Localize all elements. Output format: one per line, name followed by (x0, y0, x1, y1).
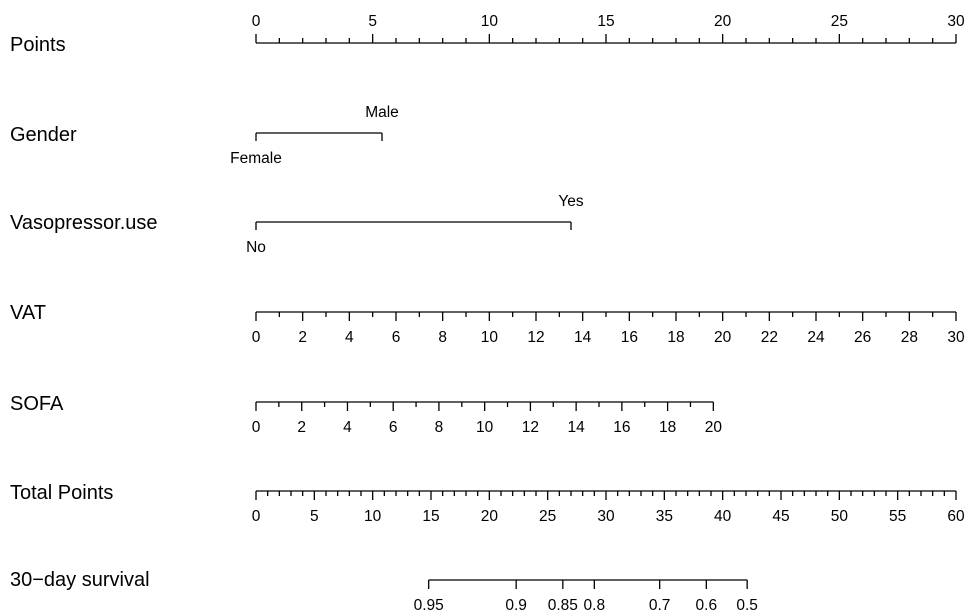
vat-tick-label: 12 (527, 329, 544, 346)
row-label-vasopressor: Vasopressor.use (10, 212, 158, 234)
sofa-tick-label: 8 (435, 419, 444, 436)
total-points-tick-label: 10 (364, 508, 382, 525)
sofa-tick-label: 10 (476, 419, 494, 436)
total-points-tick-label: 40 (714, 508, 732, 525)
sofa-tick-label: 0 (252, 419, 261, 436)
points-tick-label: 25 (831, 13, 848, 30)
gender-level-label: Male (365, 104, 399, 121)
vasopressor-level-label: Yes (558, 193, 584, 210)
sofa-tick-label: 14 (568, 419, 586, 436)
sofa-tick-label: 6 (389, 419, 398, 436)
survival-tick-label: 0.85 (548, 597, 578, 614)
total-points-tick-label: 20 (481, 508, 499, 525)
survival-tick-label: 0.5 (736, 597, 758, 614)
row-total-points: Total Points 0 5 10 15 20 25 30 35 40 45 50 55 60 (10, 482, 965, 525)
sofa-tick-label: 2 (297, 419, 306, 436)
row-survival: 30−day survival 0.95 0.9 0.85 0.8 0.7 0.6 0.5 (10, 569, 758, 614)
row-label-total-points: Total Points (10, 482, 113, 504)
row-label-vat: VAT (10, 302, 46, 324)
vat-tick-label: 4 (345, 329, 354, 346)
survival-tick-label: 0.6 (696, 597, 718, 614)
sofa-tick-label: 12 (522, 419, 539, 436)
total-points-tick-label: 35 (656, 508, 673, 525)
row-sofa: SOFA 0 2 4 6 8 10 12 14 16 18 20 (10, 393, 722, 436)
vat-tick-label: 28 (901, 329, 918, 346)
row-label-points: Points (10, 34, 66, 56)
survival-tick-label: 0.8 (584, 597, 606, 614)
vat-tick-label: 20 (714, 329, 732, 346)
survival-tick-label: 0.7 (649, 597, 671, 614)
points-tick-label: 15 (597, 13, 614, 30)
survival-tick-label: 0.9 (505, 597, 527, 614)
total-points-tick-label: 55 (889, 508, 906, 525)
total-points-tick-label: 60 (947, 508, 965, 525)
row-points: Points 0 5 10 15 20 25 30 (10, 13, 965, 56)
points-tick-label: 5 (368, 13, 377, 30)
row-vat: VAT 0 2 4 6 8 10 12 14 16 18 20 22 24 26 28 30 (10, 302, 965, 346)
vat-tick-label: 16 (621, 329, 638, 346)
points-tick-label: 0 (252, 13, 261, 30)
survival-tick-label: 0.95 (414, 597, 444, 614)
vat-tick-label: 10 (481, 329, 499, 346)
vat-tick-label: 24 (807, 329, 825, 346)
total-points-tick-label: 30 (597, 508, 615, 525)
vat-tick-label: 30 (947, 329, 965, 346)
row-vasopressor: Vasopressor.use No Yes (10, 193, 584, 256)
vat-tick-label: 2 (298, 329, 307, 346)
total-points-tick-label: 5 (310, 508, 319, 525)
points-tick-label: 30 (947, 13, 965, 30)
row-label-gender: Gender (10, 124, 77, 146)
vat-tick-label: 0 (252, 329, 261, 346)
vat-tick-label: 14 (574, 329, 592, 346)
sofa-tick-label: 4 (343, 419, 352, 436)
vat-tick-label: 18 (667, 329, 684, 346)
gender-level-label: Female (230, 150, 282, 167)
sofa-tick-label: 16 (613, 419, 630, 436)
row-label-survival: 30−day survival (10, 569, 150, 591)
points-tick-label: 10 (481, 13, 499, 30)
vasopressor-level-label: No (246, 239, 266, 256)
total-points-tick-label: 50 (831, 508, 849, 525)
total-points-tick-label: 45 (772, 508, 789, 525)
total-points-tick-label: 0 (252, 508, 261, 525)
vat-tick-label: 6 (392, 329, 401, 346)
row-label-sofa: SOFA (10, 393, 64, 415)
vat-tick-label: 8 (438, 329, 447, 346)
points-tick-label: 20 (714, 13, 732, 30)
row-gender: Gender Female Male (10, 104, 399, 167)
vat-tick-label: 26 (854, 329, 871, 346)
total-points-tick-label: 15 (422, 508, 439, 525)
total-points-tick-label: 25 (539, 508, 556, 525)
sofa-tick-label: 20 (705, 419, 723, 436)
vat-tick-label: 22 (761, 329, 778, 346)
sofa-tick-label: 18 (659, 419, 676, 436)
